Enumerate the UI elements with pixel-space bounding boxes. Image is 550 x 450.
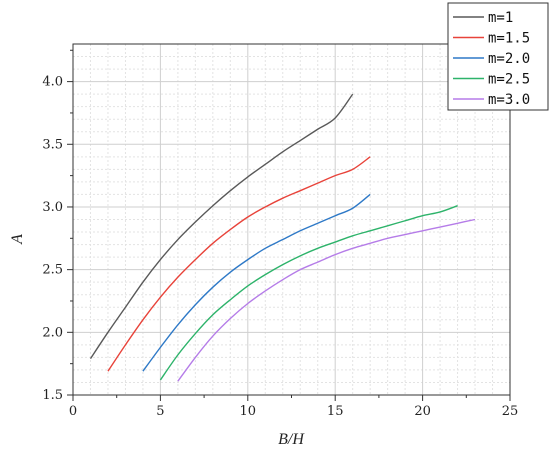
x-tick-label: 10 (240, 404, 257, 419)
y-tick-label: 2.5 (42, 263, 63, 278)
legend: m=1 m=1.5 m=2.0 m=2.5 m=3.0 (447, 2, 549, 111)
y-tick-label: 3.0 (42, 200, 63, 215)
series-line-4 (159, 205, 458, 381)
series-line-5 (177, 218, 476, 382)
legend-box (447, 2, 549, 111)
legend-label-3: m=2.0 (488, 51, 530, 67)
y-tick-label: 2.0 (42, 325, 63, 340)
y-tick-label: 1.5 (42, 388, 63, 403)
legend-label-1: m=1 (488, 10, 513, 26)
y-tick-label: 4.0 (42, 75, 63, 90)
x-tick-label: 0 (69, 404, 77, 419)
axis-ticks: 0 5 10 15 20 25 1.5 2.0 2.5 3.0 3.5 4.0 (42, 49, 519, 419)
legend-label-2: m=1.5 (488, 31, 530, 47)
series-line-3 (142, 193, 371, 372)
x-tick-label: 20 (414, 404, 431, 419)
x-tick-label: 5 (156, 404, 164, 419)
legend-label-5: m=3.0 (488, 92, 530, 108)
y-tick-label: 3.5 (42, 137, 63, 152)
series-layer (89, 93, 476, 382)
series-line-2 (107, 156, 371, 372)
x-tick-label: 25 (502, 404, 519, 419)
x-tick-label: 15 (327, 404, 344, 419)
y-axis-title: A (9, 234, 26, 245)
x-axis-title: B/H (278, 431, 305, 448)
legend-label-4: m=2.5 (488, 72, 530, 88)
minor-grid (73, 43, 510, 395)
series-line-1 (89, 93, 354, 360)
